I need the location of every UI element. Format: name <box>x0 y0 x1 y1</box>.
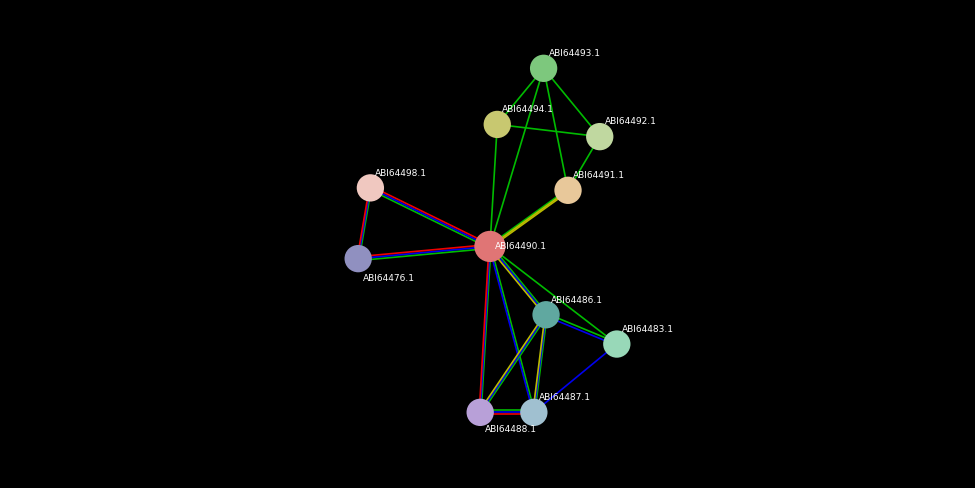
Text: ABI64492.1: ABI64492.1 <box>604 118 656 126</box>
Text: ABI64486.1: ABI64486.1 <box>551 296 603 305</box>
Circle shape <box>586 123 613 150</box>
Circle shape <box>555 177 582 204</box>
Circle shape <box>604 330 631 358</box>
Circle shape <box>532 301 560 328</box>
Text: ABI64483.1: ABI64483.1 <box>622 325 674 334</box>
Circle shape <box>530 55 558 82</box>
Circle shape <box>344 245 371 272</box>
Circle shape <box>484 111 511 138</box>
Text: ABI64488.1: ABI64488.1 <box>485 425 537 434</box>
Text: ABI64493.1: ABI64493.1 <box>549 49 601 58</box>
Text: ABI64494.1: ABI64494.1 <box>502 105 554 114</box>
Text: ABI64476.1: ABI64476.1 <box>363 274 415 283</box>
Text: ABI64498.1: ABI64498.1 <box>375 169 427 178</box>
Circle shape <box>521 399 548 426</box>
Text: ABI64491.1: ABI64491.1 <box>573 171 625 180</box>
Circle shape <box>466 399 494 426</box>
Text: ABI64487.1: ABI64487.1 <box>539 393 591 402</box>
Text: ABI64490.1: ABI64490.1 <box>495 242 547 251</box>
Circle shape <box>474 231 506 262</box>
Circle shape <box>357 174 384 202</box>
